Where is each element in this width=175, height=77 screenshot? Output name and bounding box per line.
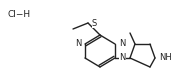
Text: NH: NH <box>159 54 172 63</box>
Text: Cl−H: Cl−H <box>7 10 30 19</box>
Text: N: N <box>120 54 126 63</box>
Text: N: N <box>75 40 81 49</box>
Text: N: N <box>119 40 125 49</box>
Text: S: S <box>92 18 97 27</box>
